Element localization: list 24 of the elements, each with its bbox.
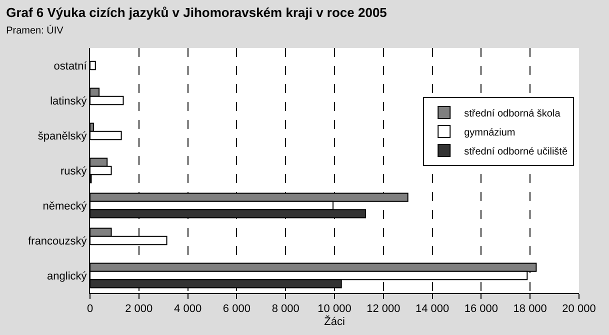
y-tick-label: ostatní xyxy=(54,60,88,72)
y-tick-label: španělský xyxy=(38,130,88,142)
x-tick-label: 6 000 xyxy=(222,303,250,316)
x-tick-label: 12 000 xyxy=(366,303,400,316)
legend-label: střední odborné učiliště xyxy=(464,146,568,158)
x-tick-label: 4 000 xyxy=(174,303,202,316)
x-tick-label: 14 000 xyxy=(415,303,450,316)
y-tick-label: anglický xyxy=(47,270,88,282)
chart-subtitle: Pramen: ÚIV xyxy=(6,24,64,37)
legend-label: střední odborná škola xyxy=(464,108,561,120)
x-axis-title: Žáci xyxy=(324,315,345,328)
x-tick-label: 18 000 xyxy=(513,303,547,316)
legend-label: gymnázium xyxy=(464,127,516,138)
x-tick-label: 20 000 xyxy=(562,303,596,316)
x-tick-label: 0 xyxy=(86,303,94,316)
y-tick-label: francouzský xyxy=(28,235,88,248)
x-tick-label: 10 000 xyxy=(318,303,352,316)
y-tick-label: latinský xyxy=(50,95,88,108)
x-tick-label: 16 000 xyxy=(464,303,498,316)
chart-title: Graf 6 Výuka cizích jazyků v Jihomoravském kraji v roce 2005 xyxy=(6,4,387,20)
y-tick-label: ruský xyxy=(60,165,88,178)
x-tick-label: 2 000 xyxy=(125,303,153,316)
x-tick-label: 8 000 xyxy=(272,303,300,316)
y-tick-label: německý xyxy=(42,200,88,212)
